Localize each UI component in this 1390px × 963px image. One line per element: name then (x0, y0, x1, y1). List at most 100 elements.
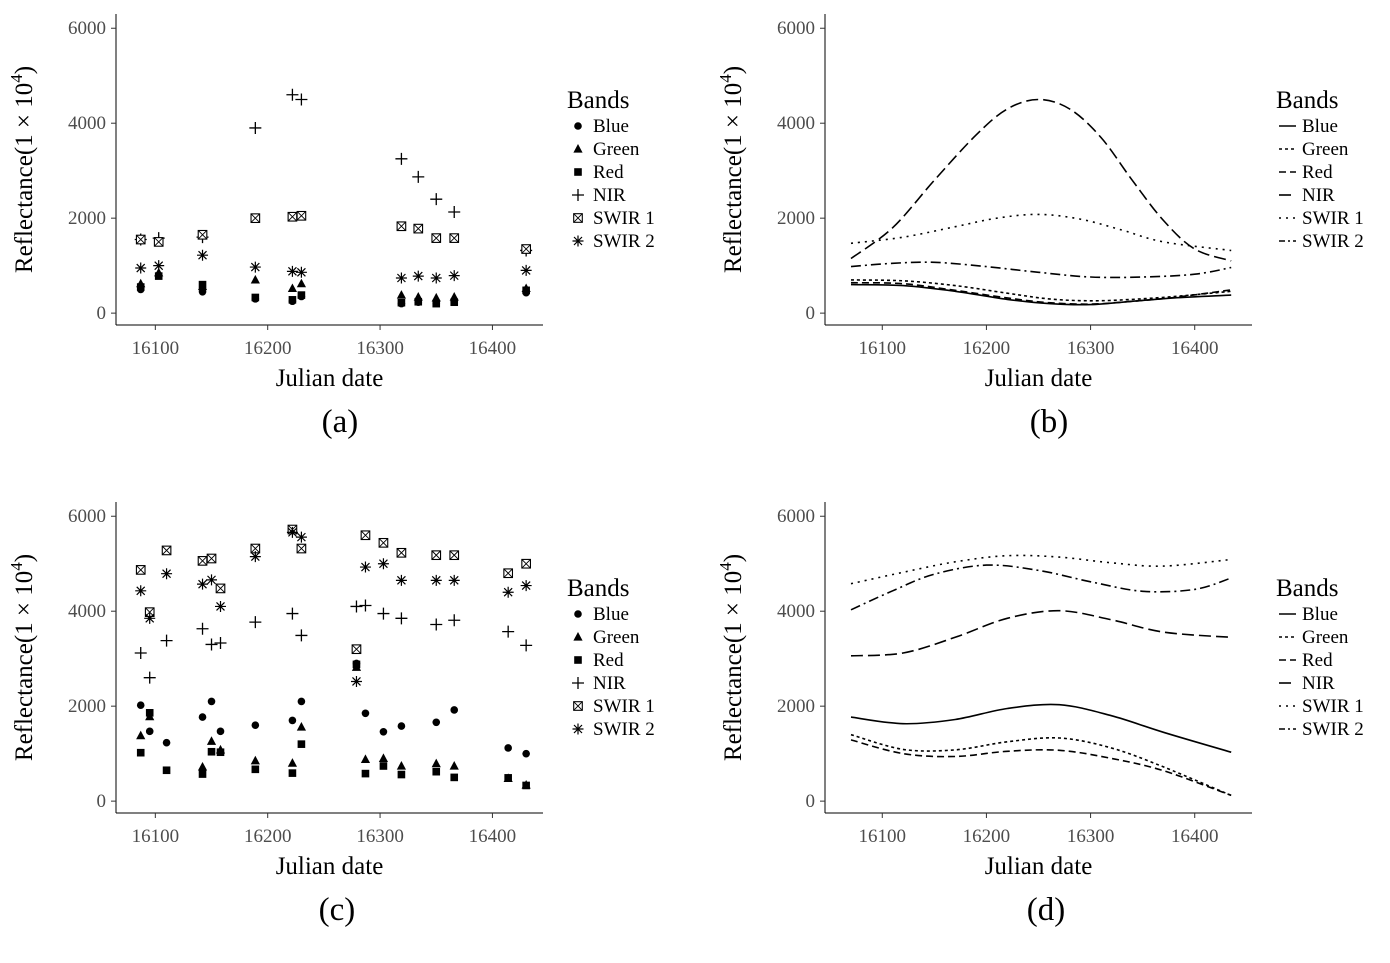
marker-shape (360, 530, 371, 540)
legend-marker-swir-1 (573, 213, 583, 223)
marker-shape (397, 722, 406, 730)
point-nir (286, 607, 299, 620)
x-tick-label: 16300 (356, 338, 404, 359)
y-axis-title-close: ) (720, 554, 747, 562)
legend-label-swir-1: SWIR 1 (593, 208, 655, 229)
marker-shape (214, 637, 227, 650)
y-tick-label: 6000 (777, 506, 815, 527)
marker-shape (395, 272, 407, 284)
y-tick-label: 4000 (777, 113, 815, 134)
marker-shape (395, 612, 408, 625)
point-swir-2 (135, 585, 147, 597)
panel-label: (a) (322, 404, 359, 440)
y-axis-title-close: ) (11, 554, 38, 562)
marker-shape (431, 758, 441, 768)
point-swir-2 (215, 600, 227, 612)
marker-shape (295, 629, 308, 642)
marker-shape (135, 262, 147, 274)
legend-item-green: Green (1279, 627, 1349, 648)
marker-shape (198, 280, 207, 289)
marker-shape (520, 264, 532, 276)
marker-shape (504, 774, 512, 782)
marker-shape (251, 293, 260, 302)
marker-shape (412, 170, 425, 183)
point-red (450, 773, 459, 782)
marker-shape (250, 755, 260, 765)
x-axis-title: Julian date (276, 853, 384, 880)
marker-shape (215, 583, 226, 594)
point-swir-2 (197, 578, 209, 590)
legend-label-swir-2: SWIR 2 (593, 231, 655, 252)
legend-item-swir-2: SWIR 2 (1279, 231, 1364, 252)
point-swir-1 (378, 537, 389, 548)
point-red (136, 283, 145, 291)
point-red (216, 748, 225, 757)
line-swir-2 (850, 564, 1232, 611)
marker-shape (450, 298, 459, 307)
legend-label-red: Red (593, 162, 624, 183)
point-swir-2 (395, 574, 407, 586)
point-green (449, 760, 459, 770)
marker-shape (448, 614, 461, 627)
point-nir (196, 622, 209, 635)
x-tick-label: 16200 (963, 338, 1011, 359)
marker-shape (502, 625, 515, 638)
marker-shape (215, 600, 227, 612)
x-tick-label: 16400 (469, 826, 517, 847)
y-tick-label: 4000 (68, 113, 106, 134)
point-red (288, 296, 297, 304)
marker-shape (249, 261, 261, 273)
marker-shape (450, 773, 459, 782)
marker-shape (395, 574, 407, 586)
marker-shape (377, 607, 390, 620)
point-red (251, 293, 260, 302)
marker-shape (134, 646, 147, 659)
marker-shape (450, 706, 459, 714)
point-swir-1 (287, 211, 298, 222)
marker-shape (573, 213, 583, 223)
x-tick-label: 16100 (132, 826, 180, 847)
legend-marker-swir-2 (572, 235, 584, 247)
point-blue (379, 728, 388, 736)
legend-marker-blue (574, 610, 582, 618)
point-blue (198, 713, 207, 721)
point-swir-2 (502, 586, 514, 598)
marker-shape (250, 213, 260, 223)
marker-shape (574, 610, 582, 618)
marker-shape (448, 205, 461, 218)
marker-shape (206, 553, 217, 564)
marker-shape (449, 550, 459, 560)
panel-label: (c) (319, 892, 356, 928)
legend-label-green: Green (1302, 627, 1349, 648)
legend-label-green: Green (593, 627, 640, 648)
marker-shape (431, 233, 441, 243)
x-tick-label: 16200 (244, 338, 292, 359)
legend-label-swir-1: SWIR 1 (1302, 696, 1364, 717)
point-swir-1 (431, 550, 442, 561)
legend-label-red: Red (1302, 162, 1333, 183)
point-blue (136, 701, 145, 710)
point-nir (520, 639, 533, 652)
point-blue (397, 722, 406, 730)
legend-item-red: Red (574, 162, 624, 183)
marker-shape (574, 168, 582, 176)
x-tick-label: 16200 (963, 826, 1011, 847)
plot-area (134, 524, 533, 790)
point-green (197, 761, 208, 771)
legend-item-green: Green (1279, 139, 1349, 160)
y-tick-label: 2000 (68, 696, 106, 717)
point-nir (448, 205, 461, 218)
point-nir (134, 646, 147, 659)
point-blue (522, 749, 530, 758)
legend-label-nir: NIR (1302, 185, 1335, 206)
chart-panel-2: 0 2000 4000 6000 16100 16200 16300 16400 Julian … (716, 14, 1364, 440)
marker-shape (430, 272, 442, 284)
point-swir-1 (431, 233, 442, 243)
y-axis-title-main: Reflectance(1 × 10 (11, 571, 38, 761)
marker-shape (396, 221, 407, 231)
legend-item-swir-1: SWIR 1 (1279, 208, 1364, 229)
legend-title: Bands (567, 87, 630, 114)
marker-shape (448, 270, 460, 282)
